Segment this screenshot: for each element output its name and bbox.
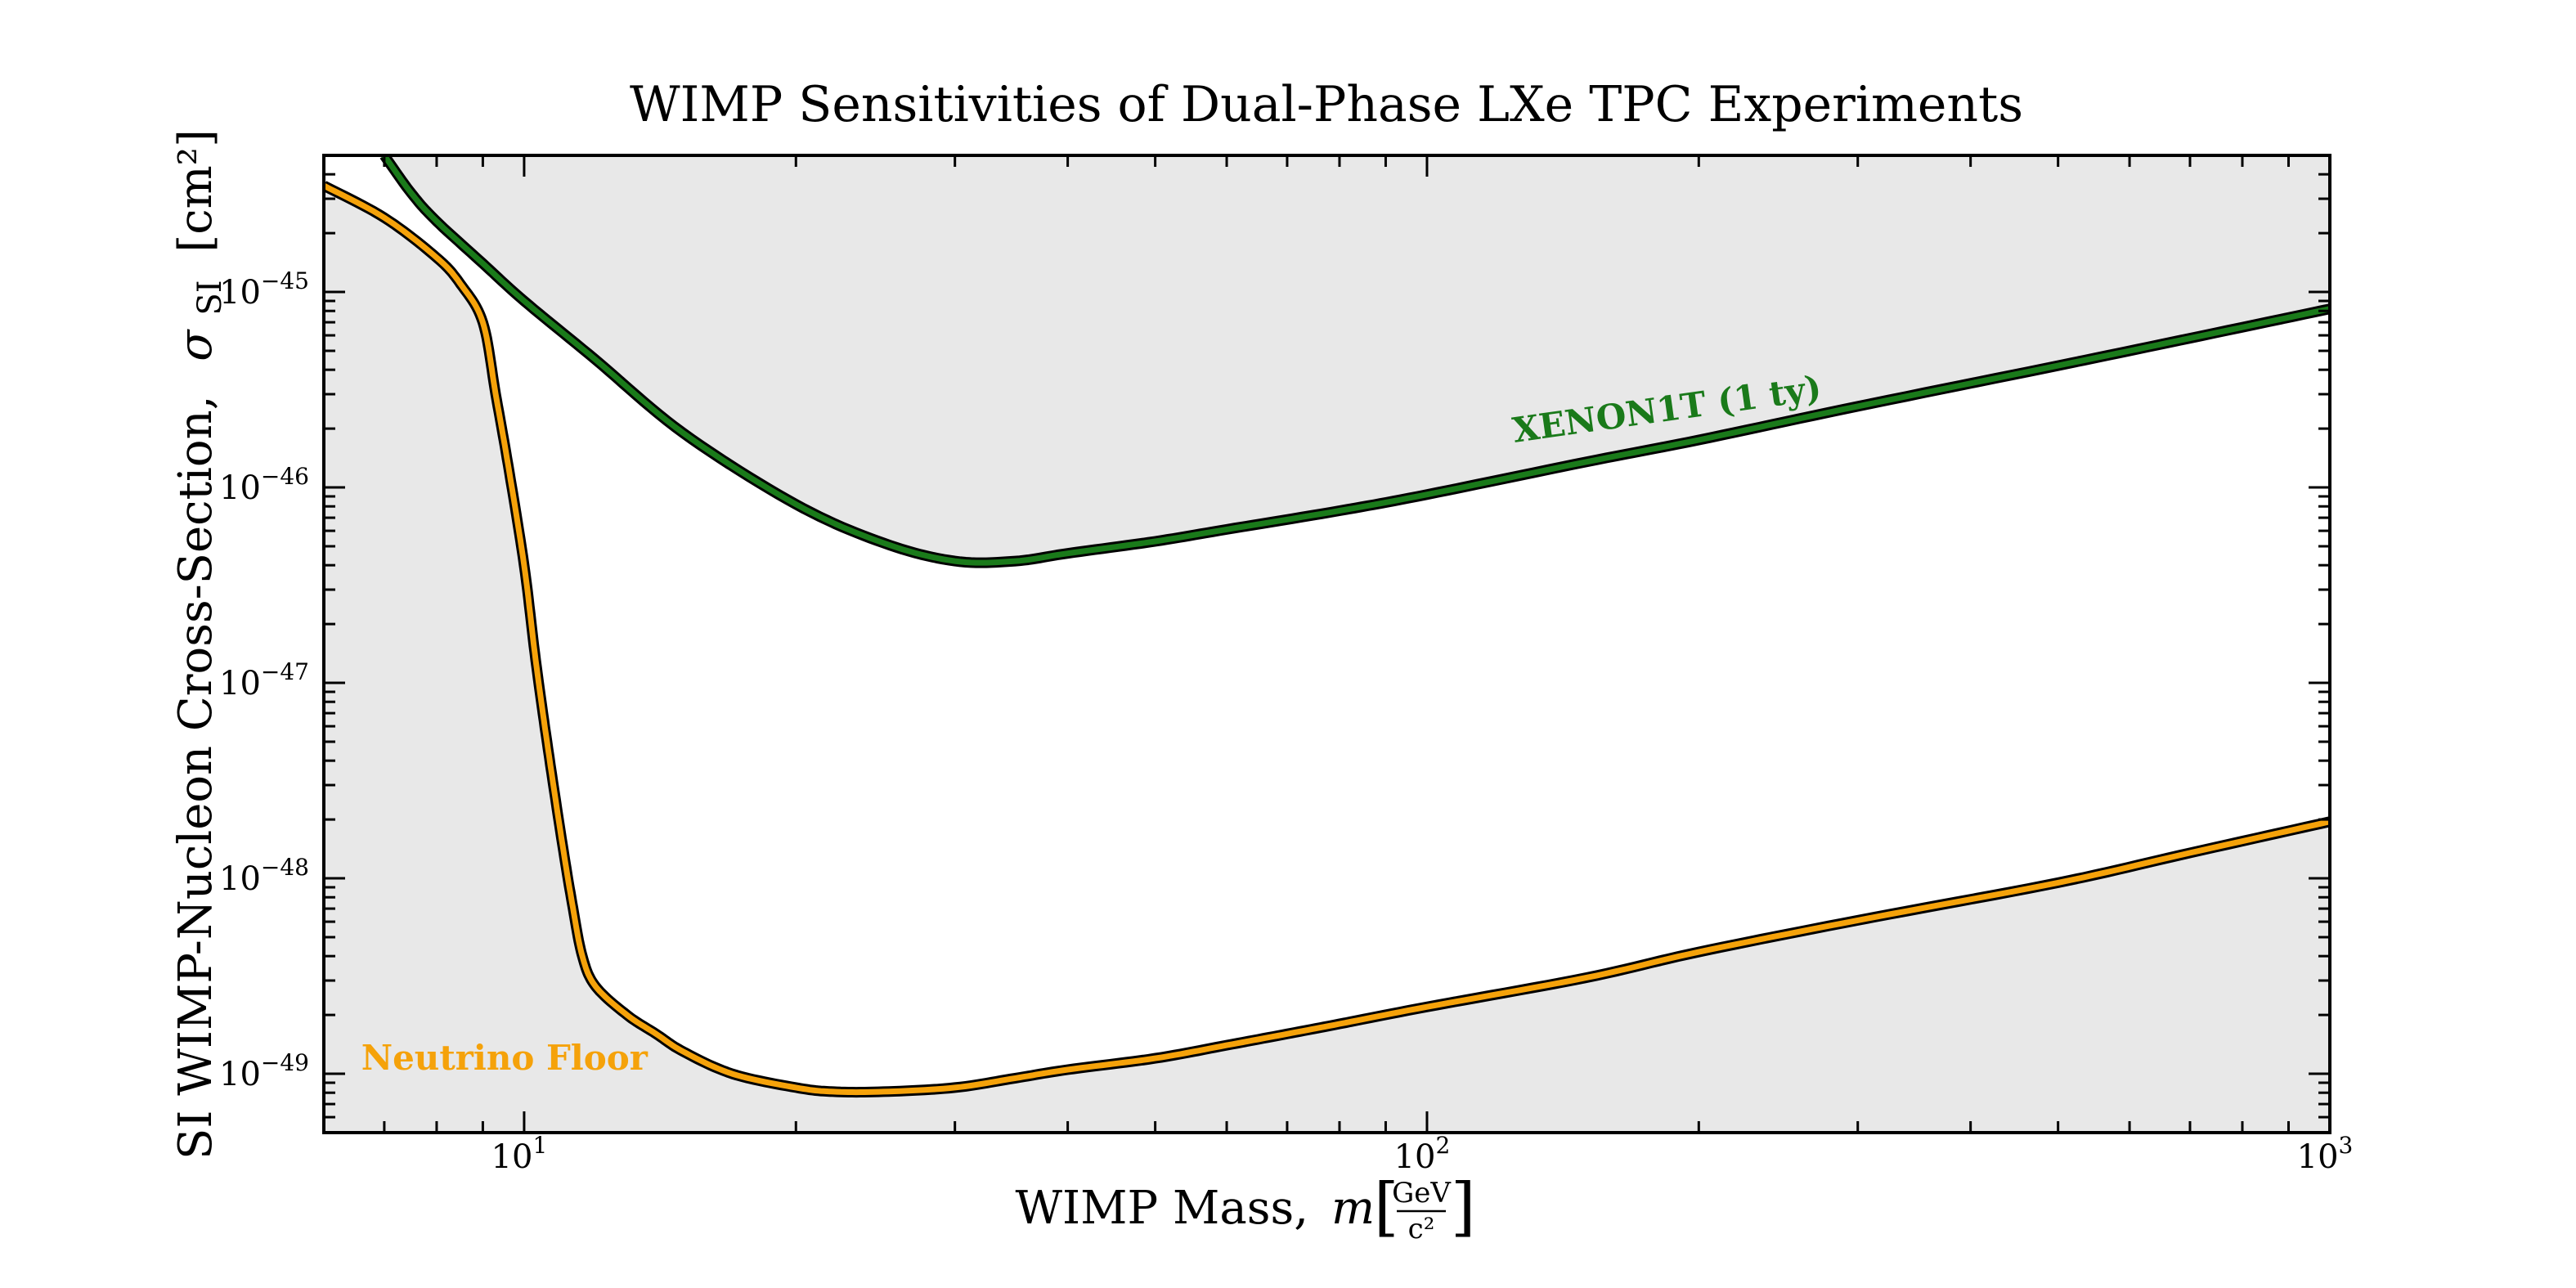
y-axis-subscript: SI [191,280,229,315]
y-tick-label: 10−46 [219,463,309,507]
x-tick-label: 102 [1394,1132,1451,1176]
chart-title: WIMP Sensitivities of Dual-Phase LXe TPC… [630,76,2023,133]
x-axis-bracket-open: [ [1374,1170,1398,1244]
y-axis-symbol: σ [169,329,222,361]
tick-labels: 101 102 103 10−45 10−46 10−47 10−48 10−49 [219,267,2353,1176]
x-axis-unit-denominator: c² [1408,1213,1435,1245]
xenon1t-shade [384,155,2330,563]
y-tick-label: 10−49 [219,1049,309,1093]
x-tick-label: 103 [2297,1132,2354,1176]
neutrino-floor-annotation: Neutrino Floor [361,1038,648,1078]
y-tick-label: 10−48 [219,854,309,898]
axis-ticks [322,154,2331,1134]
x-axis-unit-numerator: GeV [1392,1177,1452,1209]
y-tick-label: 10−47 [219,658,309,702]
x-tick-label: 101 [491,1132,548,1176]
x-axis-label: WIMP Mass, [1015,1182,1308,1235]
xenon1t-1-ty-line [382,155,2330,566]
neutrino-floor-shade [324,186,2330,1133]
y-tick-label: 10−45 [219,267,309,312]
neutrino-floor-line [324,182,2330,1096]
y-axis-label-text: SI WIMP-Nucleon Cross-Section, [169,395,222,1160]
x-axis-symbol: m [1331,1182,1375,1235]
x-axis-bracket-close: ] [1451,1170,1475,1244]
x-axis-label-text: WIMP Mass, [1015,1182,1308,1235]
y-axis-unit: [cm²] [169,129,222,253]
plot-frame [322,154,2331,1134]
y-axis-label: SI WIMP-Nucleon Cross-Section, σ SI [cm²… [169,129,232,1160]
